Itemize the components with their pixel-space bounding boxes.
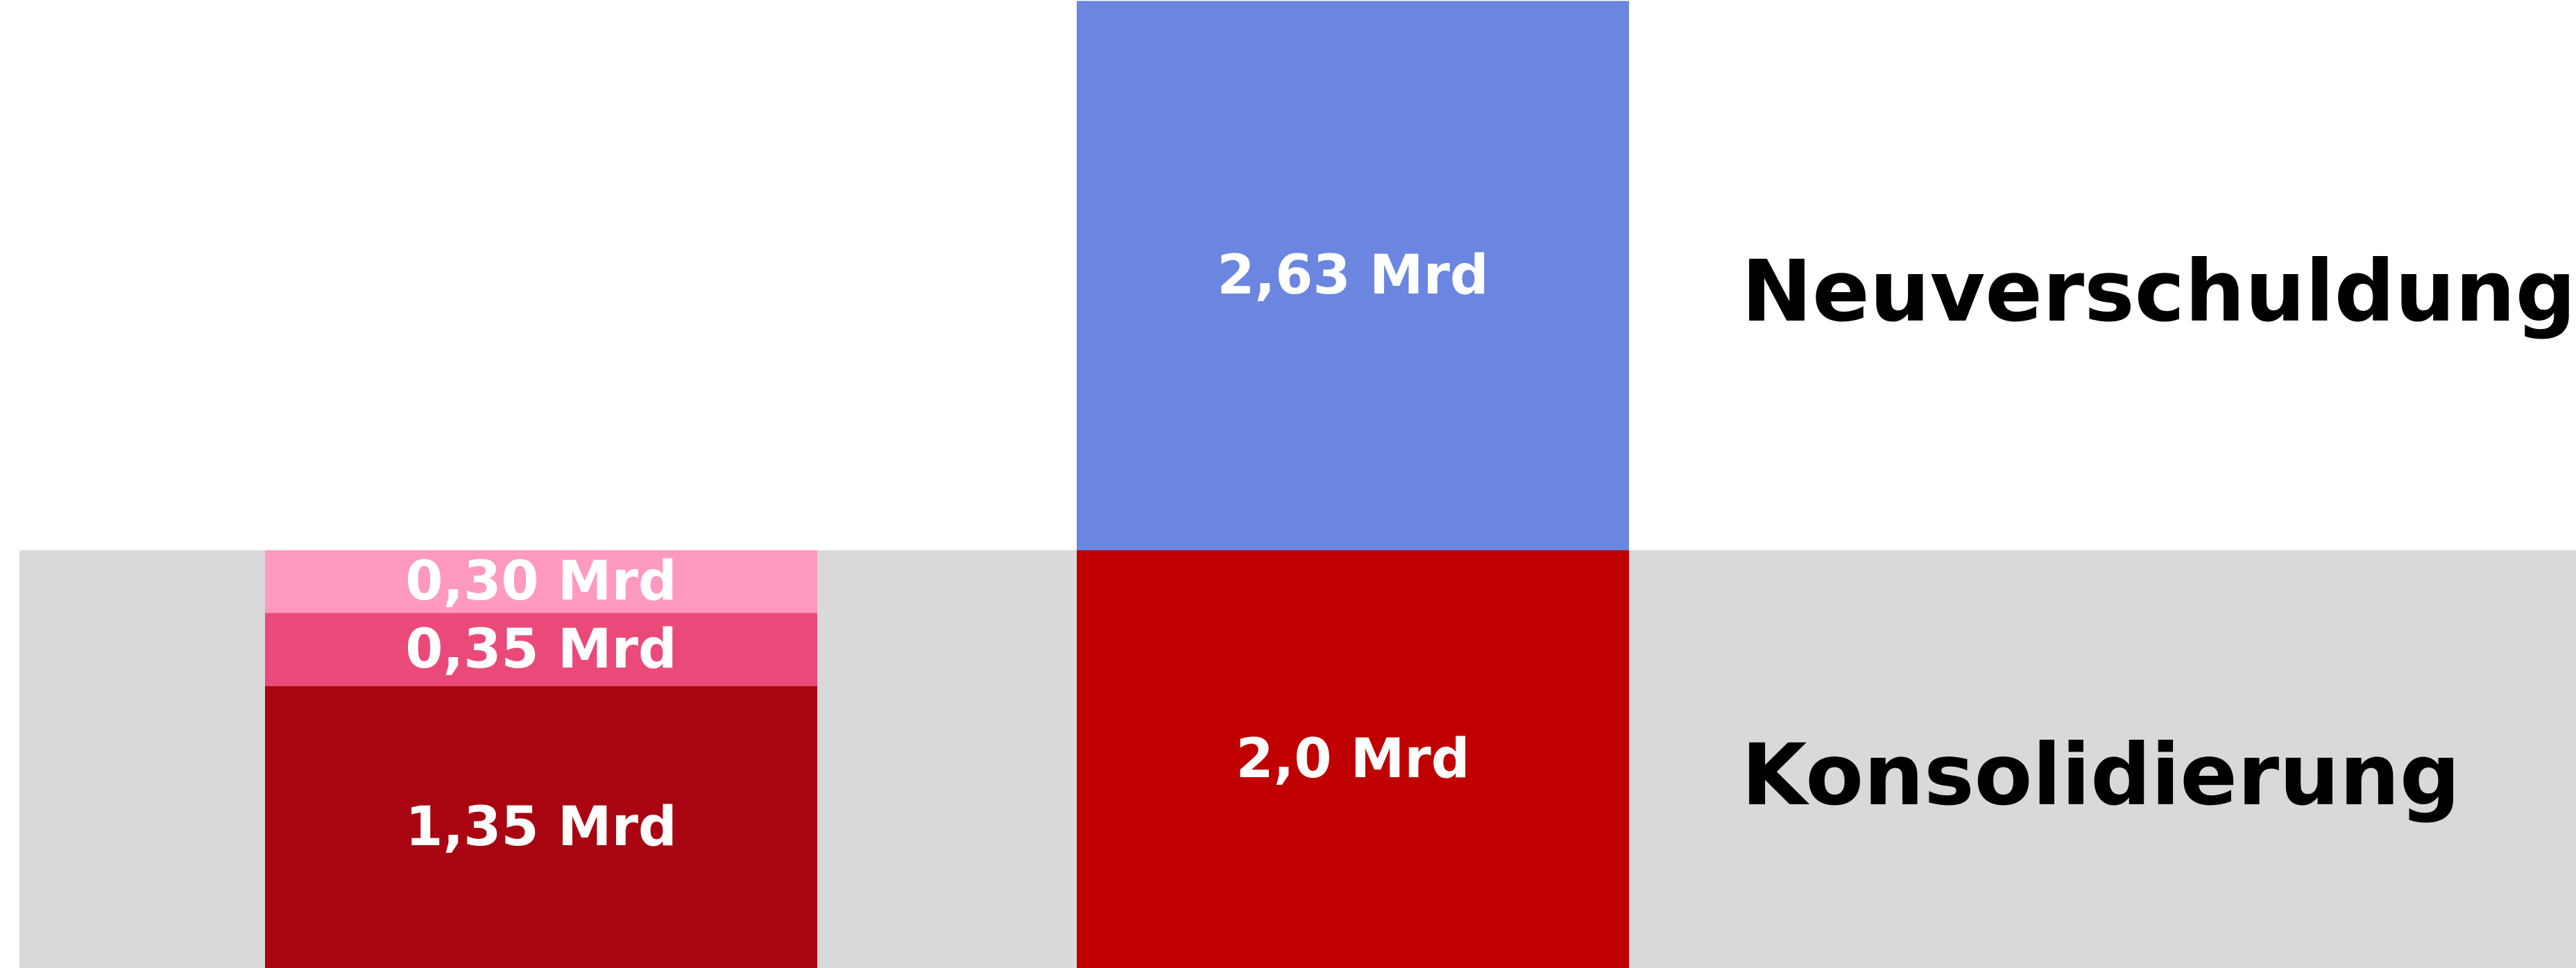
bar-1-segment-3-label: 0,30 Mrd xyxy=(405,550,677,613)
bar-1-segment-3 xyxy=(265,550,817,613)
bar-2-segment-2-label: 2,63 Mrd xyxy=(1217,244,1489,307)
band-label-konsolidierung: Konsolidierung xyxy=(1741,726,2460,824)
bar-1-segment-2-label: 0,35 Mrd xyxy=(405,618,677,681)
band-label-neuverschuldung: Neuverschuldung xyxy=(1741,242,2576,341)
bar-1-segment-1-label: 1,35 Mrd xyxy=(405,796,677,858)
bar-1-segment-2 xyxy=(265,613,817,686)
bar-2-segment-2 xyxy=(1077,1,1629,551)
bar-2-segment-1-label: 2,0 Mrd xyxy=(1236,728,1469,790)
bar-1-segment-1 xyxy=(265,686,817,968)
bar-2-segment-1 xyxy=(1077,550,1629,968)
